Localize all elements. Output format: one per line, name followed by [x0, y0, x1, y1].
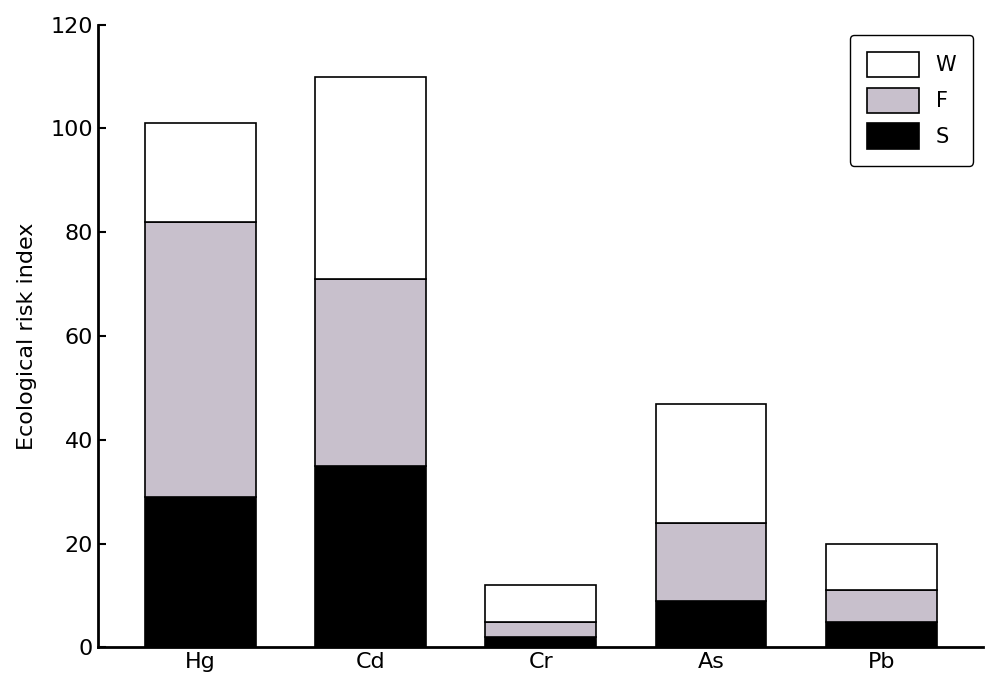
Bar [656, 601, 766, 648]
Bar [656, 523, 766, 601]
Bar [826, 544, 937, 590]
Bar [485, 637, 596, 648]
Bar [315, 466, 426, 648]
Bar [826, 621, 937, 648]
Bar [315, 279, 426, 466]
Bar [145, 497, 256, 648]
Legend: W, F, S: W, F, S [850, 35, 973, 165]
Bar [485, 585, 596, 621]
Bar [145, 222, 256, 497]
Bar [826, 590, 937, 621]
Bar [315, 76, 426, 279]
Bar [145, 123, 256, 222]
Y-axis label: Ecological risk index: Ecological risk index [17, 223, 37, 450]
Bar [656, 404, 766, 523]
Bar [485, 621, 596, 637]
